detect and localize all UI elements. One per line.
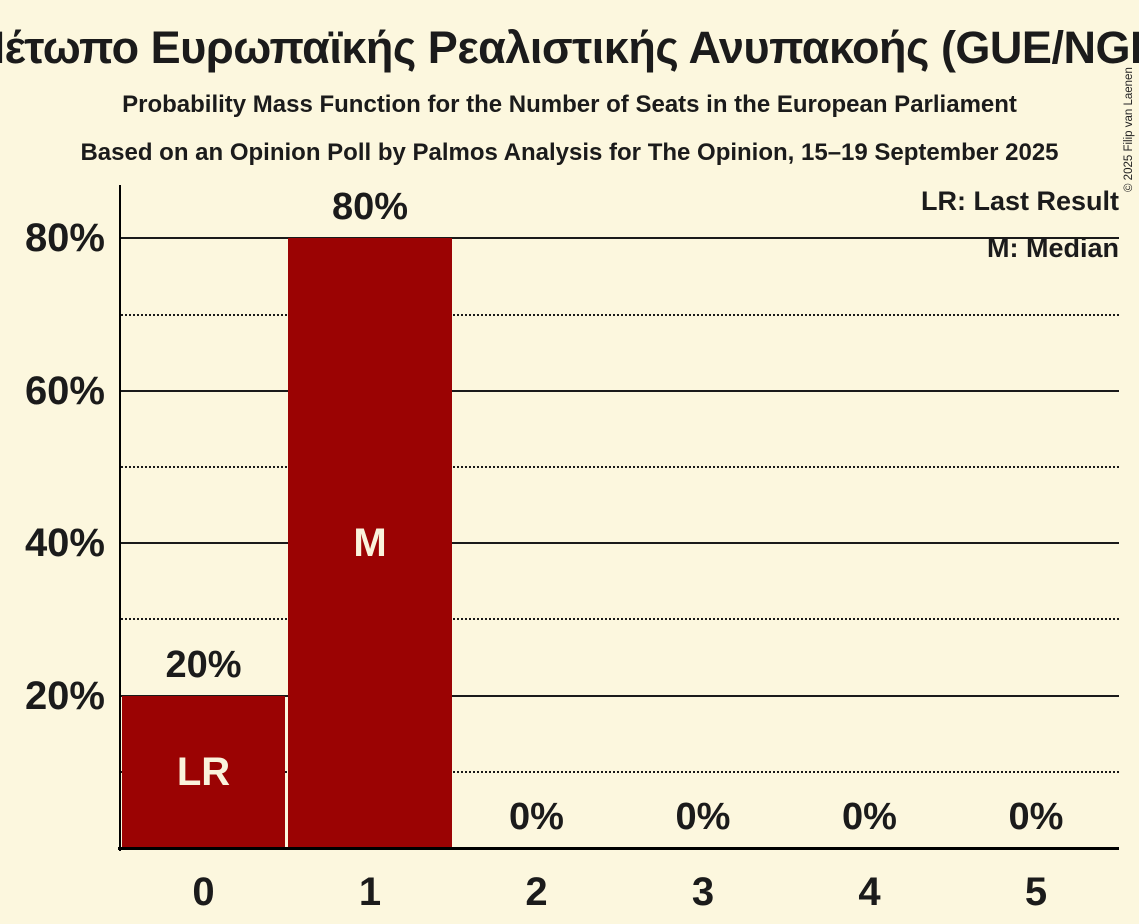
bar-value-label-5: 0% — [1008, 796, 1064, 838]
x-axis-line — [118, 846, 1119, 850]
major-gridline-20pct — [121, 694, 1119, 697]
major-gridline-80pct — [121, 237, 1119, 240]
x-axis-tick-label-5: 5 — [1024, 870, 1048, 914]
minor-gridline-10pct — [121, 770, 1119, 773]
bar-annotation-lr: LR — [176, 749, 231, 794]
y-axis-tick-label: 60% — [24, 368, 105, 413]
y-axis-line — [118, 185, 121, 851]
bar-value-label-2: 0% — [509, 796, 564, 838]
x-axis-tick-label-3: 3 — [691, 870, 715, 914]
chart-title: Μέτωπο Ευρωπαϊκής Ρεαλιστικής Ανυπακοής … — [0, 22, 1139, 73]
x-axis-tick-label-2: 2 — [525, 870, 548, 914]
major-gridline-40pct — [121, 542, 1119, 545]
bar-value-label-0: 20% — [165, 643, 242, 686]
legend-last-result: LR: Last Result — [920, 186, 1119, 216]
minor-gridline-30pct — [121, 618, 1119, 621]
y-axis-tick-label: 20% — [24, 673, 105, 718]
bar-annotation-m: M — [353, 521, 387, 566]
copyright-notice: © 2025 Filip van Laenen — [1123, 67, 1135, 192]
x-axis-tick-label-4: 4 — [858, 870, 881, 914]
y-axis-tick-label: 80% — [24, 216, 105, 261]
major-gridline-60pct — [121, 389, 1119, 392]
bar-value-label-1: 80% — [331, 186, 409, 229]
x-axis-tick-label-0: 0 — [192, 870, 215, 914]
chart-subtitle: Probability Mass Function for the Number… — [122, 91, 1017, 118]
chart-poll-source: Based on an Opinion Poll by Palmos Analy… — [80, 139, 1059, 166]
minor-gridline-50pct — [121, 465, 1119, 468]
y-axis-tick-label: 40% — [24, 521, 105, 566]
bar-seats-0 — [121, 695, 285, 848]
minor-gridline-70pct — [121, 313, 1119, 316]
bar-seats-1 — [288, 238, 452, 848]
x-axis-tick-label-1: 1 — [358, 870, 382, 914]
bar-value-label-4: 0% — [842, 796, 897, 838]
bar-value-label-3: 0% — [675, 796, 731, 838]
